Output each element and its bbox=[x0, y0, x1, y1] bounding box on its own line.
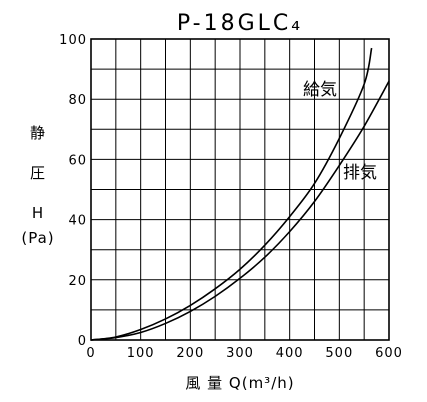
x-tick-label: 100 bbox=[127, 346, 155, 361]
x-tick-label: 200 bbox=[176, 346, 204, 361]
x-tick-label: 400 bbox=[276, 346, 304, 361]
tick-labels: 0 100 200 300 400 500 600 0 20 40 60 80 100 bbox=[59, 33, 403, 361]
y-axis-label-line: 圧 bbox=[30, 164, 46, 182]
chart-title: P-18GLC₄ bbox=[177, 11, 303, 36]
y-tick-label: 40 bbox=[68, 214, 87, 229]
y-axis-label-line: 静 bbox=[30, 124, 46, 142]
series-line-1 bbox=[90, 47, 373, 341]
y-tick-label: 80 bbox=[68, 93, 87, 108]
y-tick-label: 100 bbox=[59, 33, 87, 48]
y-axis-label: 静圧 H (Pa) bbox=[21, 124, 54, 247]
y-axis-label-line: H bbox=[32, 204, 44, 222]
x-axis-label: 風 量 Q(m³/h) bbox=[185, 374, 294, 392]
y-tick-label: 60 bbox=[68, 153, 87, 168]
y-tick-label: 20 bbox=[68, 274, 87, 289]
grid bbox=[91, 39, 389, 340]
y-axis-label-line: (Pa) bbox=[21, 229, 54, 247]
series-label-2: 排気 bbox=[343, 163, 377, 183]
series-line-2 bbox=[90, 80, 390, 341]
plot-frame bbox=[90, 38, 390, 341]
x-tick-label: 300 bbox=[226, 346, 254, 361]
x-tick-label: 0 bbox=[86, 346, 95, 361]
plot-border bbox=[90, 38, 390, 341]
x-tick-label: 600 bbox=[375, 346, 403, 361]
y-tick-label: 0 bbox=[78, 334, 87, 349]
series-label-1: 給気 bbox=[303, 80, 337, 100]
series-lines bbox=[90, 47, 390, 341]
x-tick-label: 500 bbox=[325, 346, 353, 361]
